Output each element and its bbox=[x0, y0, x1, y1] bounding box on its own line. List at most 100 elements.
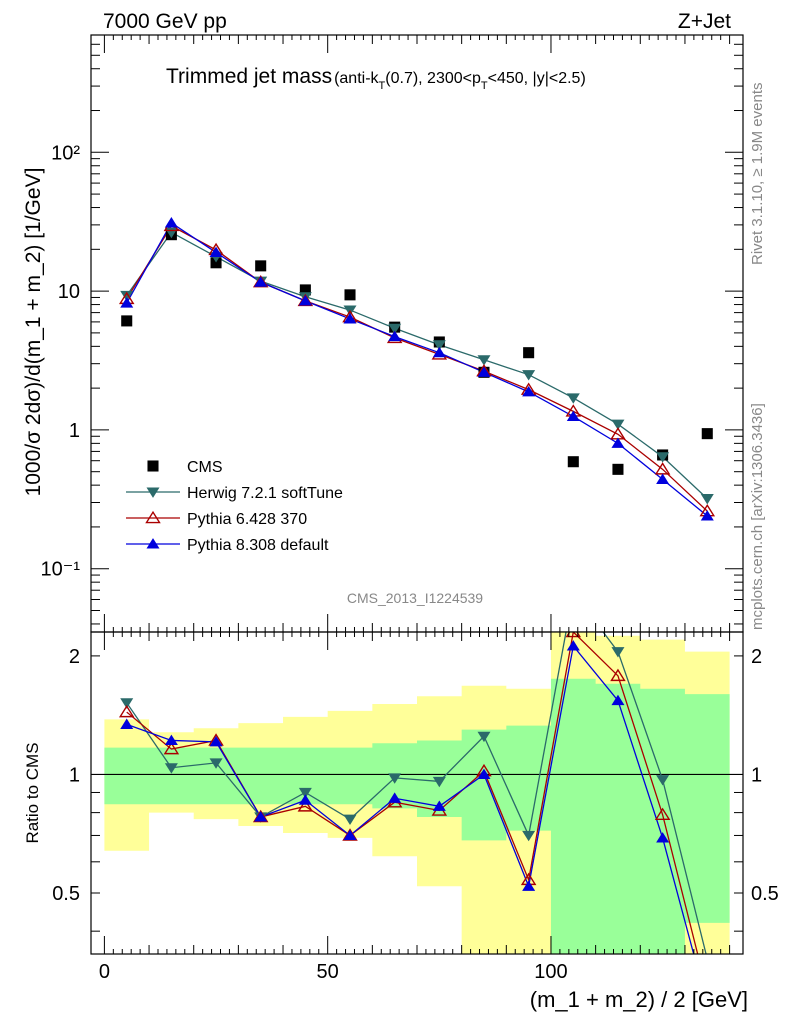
main-ytick-label-0: 10⁻¹ bbox=[41, 559, 81, 581]
ratio-panel: 0.5 0.5 1 1 2 2 0 50 100 Ratio to CMS (m_1 + m_2… bbox=[23, 588, 779, 1012]
process-label: Z+Jet bbox=[678, 10, 731, 33]
ratio-point-s2-0 bbox=[120, 718, 134, 729]
main-point-s3-4 bbox=[298, 295, 312, 306]
ratio-series-line-0 bbox=[126, 632, 707, 954]
rivet-version-label: Rivet 3.1.10, ≥ 1.9M events bbox=[749, 83, 766, 266]
legend-marker-0 bbox=[147, 460, 159, 472]
xtick-label-1: 50 bbox=[317, 961, 339, 983]
ratio-point-s0-1 bbox=[164, 763, 178, 774]
main-ytick-label-1: 1 bbox=[69, 420, 80, 442]
ratio-point-s2-7 bbox=[432, 800, 446, 811]
legend-marker-3 bbox=[146, 538, 160, 549]
main-point-s3-9 bbox=[522, 386, 536, 397]
main-point-s0-11 bbox=[612, 463, 624, 475]
ratio-ytick-label-left-0: 0.5 bbox=[52, 883, 80, 905]
ratio-point-s2-5 bbox=[343, 829, 357, 841]
main-series-line-1 bbox=[126, 231, 708, 500]
ratio-point-s0-6 bbox=[388, 773, 402, 784]
ratio-point-s2-6 bbox=[388, 792, 402, 803]
ratio-point-s0-12 bbox=[656, 775, 670, 786]
main-point-s0-0 bbox=[121, 315, 133, 327]
chart-title-main: Trimmed jet mass bbox=[166, 65, 332, 88]
main-panel: 10⁻¹ 1 10 10² Trimmed jet mass (anti-kT(0.7)… bbox=[22, 34, 744, 633]
main-point-s3-13 bbox=[700, 510, 714, 521]
ratio-point-s1-4 bbox=[297, 799, 314, 812]
main-point-s3-6 bbox=[388, 330, 402, 342]
legend-marker-1 bbox=[146, 487, 160, 498]
main-axes: 10⁻¹ 1 10 10² bbox=[41, 34, 744, 633]
ratio-point-s2-11 bbox=[611, 694, 625, 706]
ratio-point-s0-5 bbox=[343, 814, 357, 826]
ratio-point-s0-8 bbox=[477, 731, 491, 743]
main-point-s1-12 bbox=[656, 452, 670, 463]
ratio-y-axis-label: Ratio to CMS bbox=[23, 742, 42, 843]
mcplots-label: mcplots.cern.ch [arXiv:1306.3436] bbox=[749, 403, 766, 630]
main-point-s3-12 bbox=[656, 473, 670, 484]
main-point-s0-5 bbox=[344, 289, 356, 301]
main-point-s0-9 bbox=[523, 347, 535, 359]
main-point-s3-1 bbox=[164, 217, 178, 228]
main-point-s3-2 bbox=[209, 246, 223, 257]
ratio-point-s0-10 bbox=[567, 588, 580, 598]
main-point-s0-4 bbox=[299, 284, 311, 296]
ratio-point-s0-7 bbox=[432, 776, 446, 788]
legend-label-2: Pythia 6.428 370 bbox=[187, 511, 307, 528]
main-point-s3-7 bbox=[432, 346, 446, 358]
main-point-s3-3 bbox=[254, 276, 268, 287]
ratio-point-s2-1 bbox=[164, 734, 178, 745]
ratio-point-s1-12 bbox=[654, 807, 671, 821]
xtick-label-2: 100 bbox=[534, 961, 567, 983]
legend-label-3: Pythia 8.308 default bbox=[187, 537, 329, 554]
ratio-point-s1-1 bbox=[163, 741, 180, 755]
ratio-point-s2-10 bbox=[566, 640, 580, 651]
main-point-s1-8 bbox=[477, 355, 491, 366]
legend-marker-2 bbox=[145, 510, 161, 524]
main-point-s3-11 bbox=[611, 437, 625, 448]
main-point-s1-7 bbox=[432, 340, 446, 351]
ratio-ytick-label-right-1: 1 bbox=[751, 764, 762, 786]
xtick-label-0: 0 bbox=[99, 961, 110, 983]
main-y-axis-label: 1000/σ 2dσ)/d(m_1 + m_2) [1/GeV] bbox=[22, 168, 45, 497]
chart-title-sub-mid: (0.7), 2300<p bbox=[385, 70, 481, 87]
ratio-ytick-label-right-2: 2 bbox=[751, 646, 762, 668]
ratio-point-s0-4 bbox=[298, 787, 312, 799]
energy-label: 7000 GeV pp bbox=[103, 10, 227, 33]
ratio-ytick-label-left-2: 2 bbox=[69, 646, 80, 668]
main-point-s0-2 bbox=[210, 257, 222, 269]
ratio-point-s0-2 bbox=[209, 758, 223, 769]
chart-title: Trimmed jet mass (anti-kT(0.7), 2300<pT<4… bbox=[166, 65, 586, 92]
main-data-layer bbox=[118, 217, 716, 521]
ratio-data-layer bbox=[91, 588, 743, 954]
ratio-ytick-label-right-0: 0.5 bbox=[751, 883, 779, 905]
main-point-s3-5 bbox=[343, 313, 357, 324]
main-point-s1-10 bbox=[566, 393, 580, 404]
ratio-point-s2-4 bbox=[298, 794, 312, 805]
main-point-s1-11 bbox=[611, 419, 625, 431]
legend-label-1: Herwig 7.2.1 softTune bbox=[187, 485, 343, 502]
main-point-s3-0 bbox=[120, 297, 134, 308]
ratio-point-s2-3 bbox=[254, 811, 268, 822]
main-point-s1-13 bbox=[700, 494, 714, 505]
legend-label-0: CMS bbox=[187, 459, 223, 476]
main-point-s1-9 bbox=[522, 370, 536, 381]
ratio-series-line-2 bbox=[126, 644, 695, 954]
ratio-ytick-label-left-1: 1 bbox=[69, 764, 80, 786]
ratio-point-s2-2 bbox=[209, 735, 223, 747]
ratio-point-s2-12 bbox=[656, 832, 670, 843]
analysis-watermark: CMS_2013_I1224539 bbox=[347, 590, 483, 606]
chart-title-sub-subscript-2: T bbox=[481, 80, 488, 92]
chart-title-sub-end: <450, |y|<2.5) bbox=[488, 70, 586, 87]
ratio-axes: 0.5 0.5 1 1 2 2 0 50 100 bbox=[52, 631, 779, 983]
ratio-point-s0-11 bbox=[611, 647, 625, 658]
ratio-point-s1-0 bbox=[118, 704, 135, 718]
main-point-s0-10 bbox=[567, 456, 579, 468]
main-series-line-2 bbox=[126, 225, 708, 512]
main-point-s0-3 bbox=[255, 260, 267, 272]
main-series-line-3 bbox=[126, 221, 708, 517]
ratio-point-s0-0 bbox=[120, 698, 134, 709]
main-point-s1-6 bbox=[388, 323, 402, 335]
ratio-point-s2-9 bbox=[522, 880, 536, 891]
main-ytick-label-2: 10 bbox=[58, 281, 80, 303]
ratio-point-s1-10 bbox=[565, 632, 582, 638]
main-ytick-label-3: 10² bbox=[51, 142, 80, 164]
